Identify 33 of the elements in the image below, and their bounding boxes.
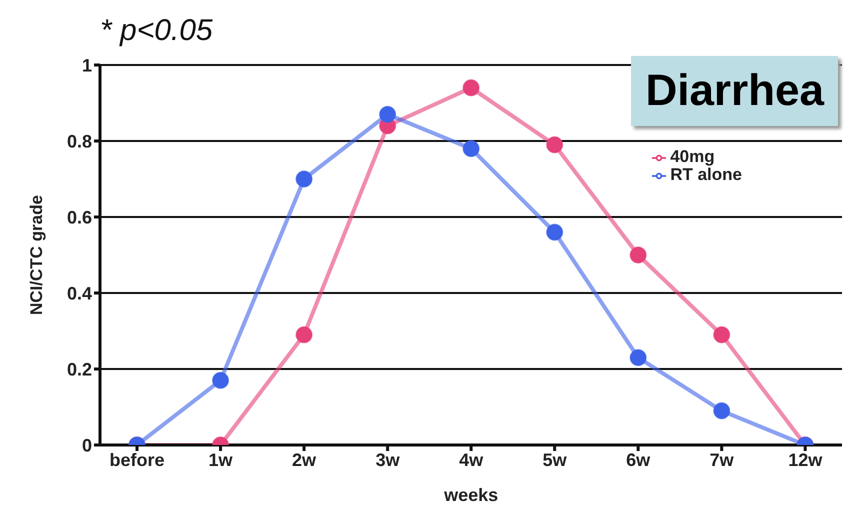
x-tick-label: 6w — [626, 450, 652, 470]
point — [296, 326, 313, 344]
y-tick-label: 0.4 — [66, 283, 92, 304]
point — [713, 326, 730, 344]
x-tick-label: 7w — [710, 450, 735, 470]
chart-title: Diarrhea — [631, 56, 838, 126]
legend-label: RT alone — [670, 165, 742, 184]
point — [630, 349, 647, 366]
x-tick-label: 1w — [208, 450, 234, 470]
point — [630, 246, 647, 264]
x-tick-label: before — [109, 450, 165, 470]
x-tick-label: 5w — [542, 450, 568, 470]
y-tick-label: 0.6 — [66, 207, 92, 228]
y-tick-label: 0 — [82, 435, 92, 456]
text: * p<0.05 — [100, 14, 213, 48]
point — [462, 140, 480, 158]
x-tick-label: 2w — [292, 450, 318, 470]
y-tick-label: 0.8 — [66, 131, 92, 152]
x-tick-label: 4w — [459, 450, 484, 470]
legend-label: 40mg — [670, 147, 715, 166]
point — [546, 136, 564, 154]
y-tick-label: 1 — [82, 55, 92, 76]
point — [212, 372, 230, 389]
point — [379, 106, 396, 123]
point — [296, 170, 313, 188]
point — [713, 402, 730, 420]
x-tick-label: 12w — [788, 450, 824, 470]
point — [546, 224, 564, 241]
x-tick-label: 3w — [376, 450, 401, 470]
y-axis-title: NCI/CTC grade — [27, 195, 46, 315]
x-axis-title: weeks — [443, 485, 498, 505]
y-tick-label: 0.2 — [66, 359, 92, 380]
point — [462, 79, 480, 96]
